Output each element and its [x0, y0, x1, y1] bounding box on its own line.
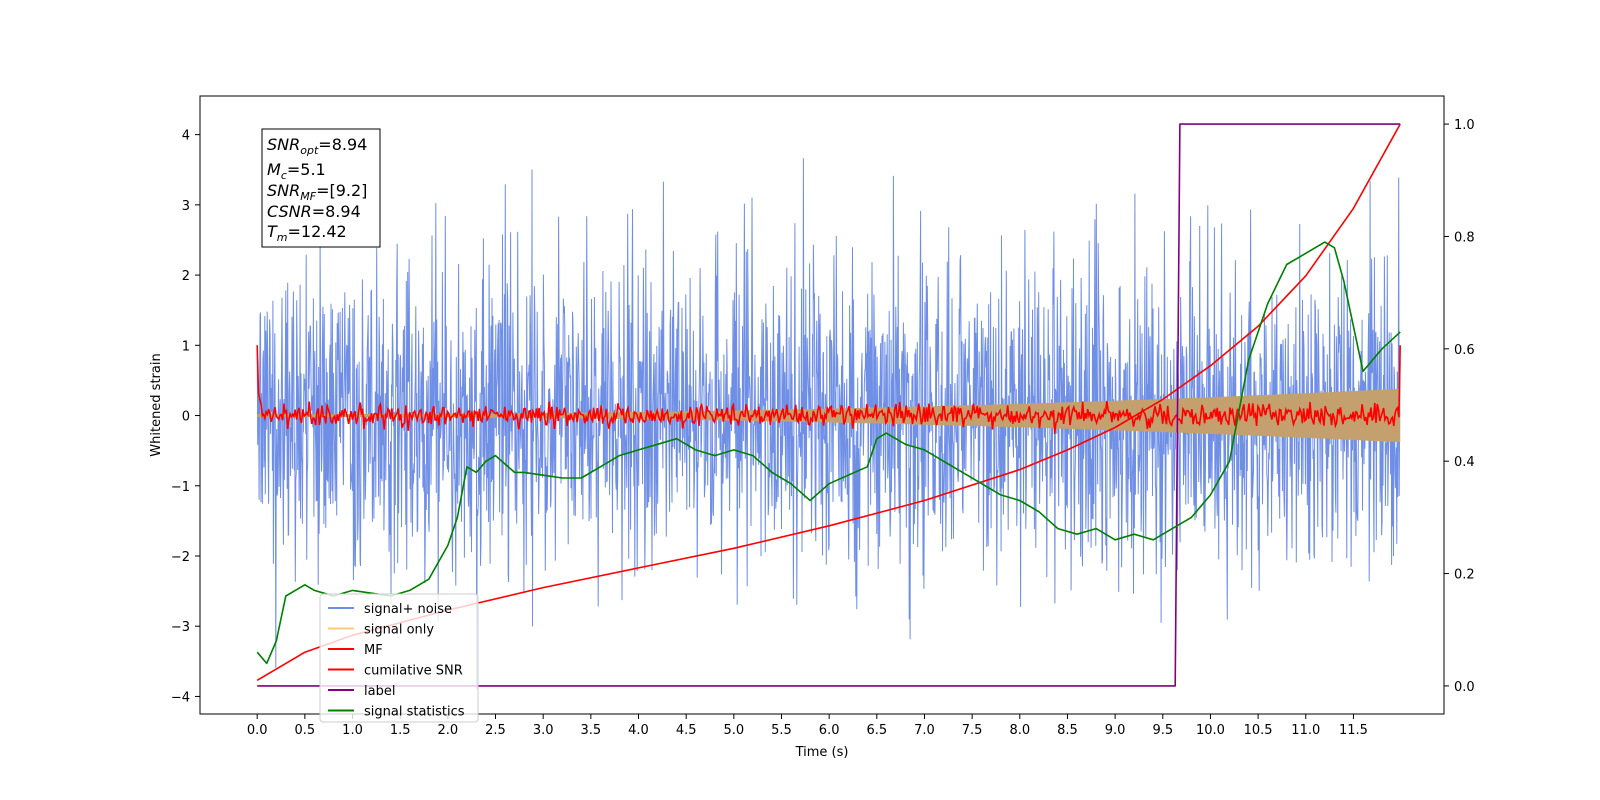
x-tick-label: 6.0 [819, 723, 840, 738]
x-tick-label: 2.0 [438, 723, 459, 738]
info-mc: Mc=5.1 [267, 160, 326, 182]
y-axis-right: 0.0 0.2 0.4 0.6 0.8 1.0 [1444, 118, 1475, 695]
y-tick-label: 1 [182, 339, 190, 354]
x-tick-label: 5.0 [723, 723, 744, 738]
info-tm: Tm=12.42 [267, 222, 347, 244]
x-axis: 0.0 0.5 1.0 1.5 2.0 2.5 3.0 3.5 4.0 4.5 5.0 5.5 6.0 6… [247, 714, 1368, 738]
series-mf [256, 345, 1401, 434]
x-tick-label: 4.5 [676, 723, 697, 738]
x-tick-label: 11.5 [1339, 723, 1368, 738]
info-box-frame [261, 128, 381, 248]
info-snr-mf: SNRMF=[9.2] [267, 181, 367, 203]
legend-label: MF [364, 643, 383, 658]
x-tick-label: 7.5 [962, 723, 983, 738]
x-tick-label: 2.5 [485, 723, 506, 738]
x-tick-label: 1.0 [342, 723, 363, 738]
x-tick-label: 9.5 [1152, 723, 1173, 738]
y2-tick-label: 0.4 [1454, 455, 1475, 470]
x-tick-label: 6.5 [866, 723, 887, 738]
x-tick-label: 8.5 [1057, 723, 1078, 738]
x-tick-label: 0.5 [295, 723, 316, 738]
x-tick-label: 4.0 [628, 723, 649, 738]
series-signal-only [257, 388, 1401, 443]
legend-label: signal only [364, 623, 434, 638]
legend-label: signal statistics [364, 705, 465, 720]
x-tick-label: 8.0 [1009, 723, 1030, 738]
y-axis-label: Whitened strain [149, 353, 164, 456]
x-tick-label: 0.0 [247, 723, 268, 738]
legend: signal+ noise signal only MF cumilative SNR… [319, 593, 479, 723]
info-box: SNRopt=8.94 Mc=5.1 SNRMF=[9.2] CSNR=8.94… [261, 128, 381, 248]
y2-tick-label: 1.0 [1454, 118, 1475, 133]
y-tick-label: −3 [171, 620, 190, 635]
y-tick-label: 2 [182, 269, 190, 284]
series-signal-statistics [256, 241, 1401, 665]
series-signal-noise [256, 158, 1401, 690]
x-tick-label: 9.0 [1105, 723, 1126, 738]
x-tick-label: 3.5 [580, 723, 601, 738]
y2-tick-label: 0.8 [1454, 230, 1475, 245]
legend-label: signal+ noise [364, 602, 452, 617]
y-tick-label: −1 [171, 480, 190, 495]
legend-frame [319, 593, 479, 723]
y-axis-left: −4 −3 −2 −1 0 1 2 3 4 [171, 129, 200, 705]
y-tick-label: −2 [171, 550, 190, 565]
x-tick-label: 11.0 [1291, 723, 1320, 738]
series-label [257, 123, 1401, 687]
y-tick-label: 4 [182, 129, 190, 144]
plot-frame [199, 95, 1445, 715]
y2-tick-label: 0.2 [1454, 568, 1475, 583]
x-axis-label: Time (s) [795, 745, 849, 760]
x-tick-label: 10.5 [1244, 723, 1273, 738]
y-tick-label: −4 [171, 690, 190, 705]
legend-label: label [364, 684, 395, 699]
y2-tick-label: 0.0 [1454, 680, 1475, 695]
x-tick-label: 7.0 [914, 723, 935, 738]
y2-tick-label: 0.6 [1454, 343, 1475, 358]
y-tick-label: 3 [182, 199, 190, 214]
y-tick-label: 0 [182, 410, 190, 425]
x-tick-label: 10.0 [1196, 723, 1225, 738]
x-tick-label: 1.5 [390, 723, 411, 738]
legend-label: cumilative SNR [364, 664, 463, 679]
info-csnr: CSNR=8.94 [267, 202, 361, 221]
x-tick-label: 3.0 [533, 723, 554, 738]
info-snr-opt: SNRopt=8.94 [267, 135, 367, 157]
x-tick-label: 5.5 [771, 723, 792, 738]
